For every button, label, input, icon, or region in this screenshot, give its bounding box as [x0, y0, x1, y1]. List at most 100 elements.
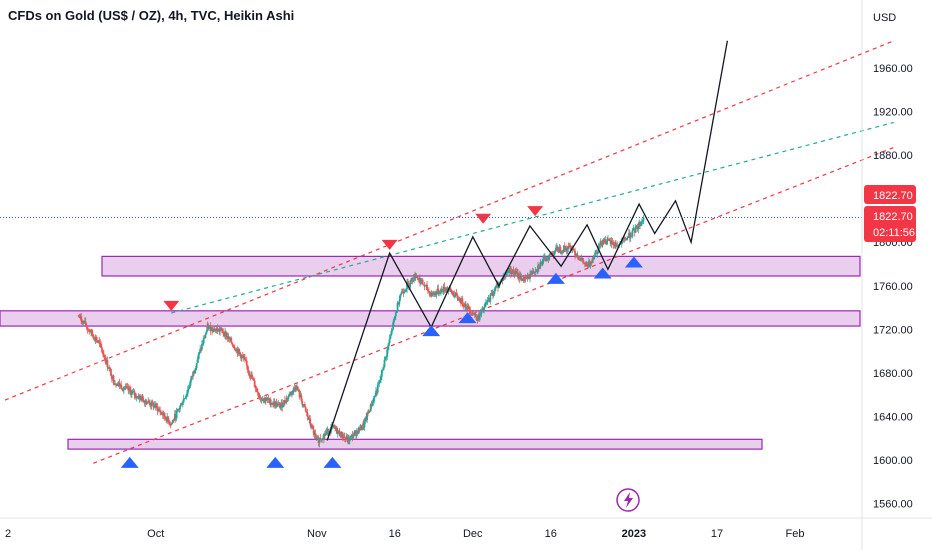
candle-body	[360, 425, 363, 430]
candle-body	[318, 438, 321, 444]
candle-body	[285, 397, 288, 403]
candle-body	[510, 273, 513, 275]
candle-body	[475, 317, 478, 320]
y-tick-label: 1760.00	[873, 281, 913, 293]
candle-body	[99, 342, 102, 345]
candle-body	[542, 259, 544, 265]
candle-body	[283, 400, 285, 406]
candle-body	[391, 329, 394, 332]
candle-body	[343, 436, 346, 438]
candle-body	[252, 379, 255, 381]
candle-body	[186, 393, 188, 395]
lightning-icon[interactable]	[616, 488, 640, 512]
candle-body	[248, 371, 251, 376]
candle-body	[254, 386, 257, 389]
candle-body	[399, 295, 401, 301]
x-tick-label: Feb	[786, 528, 805, 540]
candle-body	[281, 402, 284, 408]
candle-body	[545, 260, 548, 262]
candle-body	[279, 403, 281, 409]
projection-path-line	[326, 40, 729, 441]
candle-body	[109, 367, 111, 369]
candle-body	[184, 397, 187, 399]
candle-body	[341, 431, 344, 438]
candle-body	[230, 337, 233, 343]
candle-body	[373, 395, 376, 402]
candle-body	[368, 411, 371, 413]
candle-body	[392, 322, 395, 330]
candle-body	[485, 302, 488, 304]
candle-body	[170, 424, 173, 426]
candle-body	[352, 435, 355, 439]
candle-body	[228, 336, 231, 340]
candle-body	[276, 403, 279, 407]
candle-body	[437, 288, 440, 294]
candle-body	[515, 271, 518, 274]
candle-body	[529, 273, 531, 279]
support-zone	[67, 438, 763, 450]
candle-body	[122, 388, 125, 391]
candle-body	[611, 241, 614, 243]
candle-body	[406, 282, 408, 289]
candle-body	[409, 280, 412, 285]
candle-body	[141, 396, 144, 402]
candle-body	[435, 292, 438, 296]
candle-body	[400, 291, 403, 294]
candle-body	[220, 328, 223, 330]
candle-body	[146, 402, 149, 404]
candle-body	[353, 432, 356, 436]
candle-body	[640, 221, 642, 226]
last-price-tag: 1822.70	[864, 185, 916, 204]
candle-body	[151, 401, 154, 403]
candle-body	[512, 269, 515, 273]
candle-body	[637, 226, 640, 230]
candle-body	[594, 252, 596, 257]
candle-body	[305, 411, 308, 414]
y-tick-label: 1880.00	[873, 150, 913, 162]
pivot-low-marker	[266, 456, 285, 468]
candle-body	[298, 390, 301, 398]
candle-body	[600, 241, 603, 245]
candle-body	[450, 289, 453, 293]
candle-body	[95, 337, 98, 341]
candle-body	[193, 370, 196, 373]
candle-body	[77, 315, 80, 317]
candle-body	[98, 340, 101, 343]
candle-body	[158, 408, 161, 411]
candle-body	[176, 408, 179, 412]
candle-body	[168, 420, 170, 424]
candle-body	[112, 375, 115, 384]
candle-body	[480, 310, 483, 314]
candle-body	[384, 356, 387, 360]
pivot-low-marker	[624, 256, 643, 268]
candle-body	[283, 400, 286, 403]
candle-body	[264, 400, 267, 402]
candle-body	[412, 280, 415, 282]
candle-body	[292, 387, 295, 391]
candle-body	[462, 304, 465, 307]
candle-body	[401, 291, 404, 293]
candle-body	[336, 431, 339, 434]
candle-body	[537, 265, 540, 268]
candle-body	[244, 357, 246, 360]
candle-body	[428, 291, 431, 296]
candle-body	[495, 285, 498, 287]
candle-body	[239, 352, 241, 355]
candle-body	[566, 248, 569, 251]
candle-body	[205, 331, 208, 335]
candle-body	[324, 433, 327, 436]
candle-body	[523, 277, 526, 282]
projection-path	[326, 40, 729, 441]
candle-body	[156, 406, 159, 412]
candle-body	[372, 401, 375, 403]
candle-body	[601, 244, 604, 246]
candle-body	[301, 400, 304, 405]
candle-body	[197, 354, 200, 360]
candle-body	[393, 318, 395, 323]
candle-body	[537, 265, 539, 271]
candle-body	[86, 327, 89, 330]
candle-body	[536, 270, 539, 272]
candle-body	[426, 285, 428, 291]
candle-body	[264, 398, 266, 402]
